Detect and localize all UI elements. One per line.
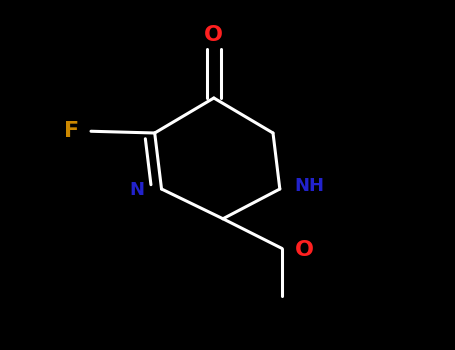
Text: N: N	[130, 181, 145, 199]
Text: O: O	[295, 240, 314, 260]
Text: O: O	[204, 25, 223, 45]
Text: NH: NH	[295, 177, 325, 195]
Text: F: F	[65, 121, 80, 141]
